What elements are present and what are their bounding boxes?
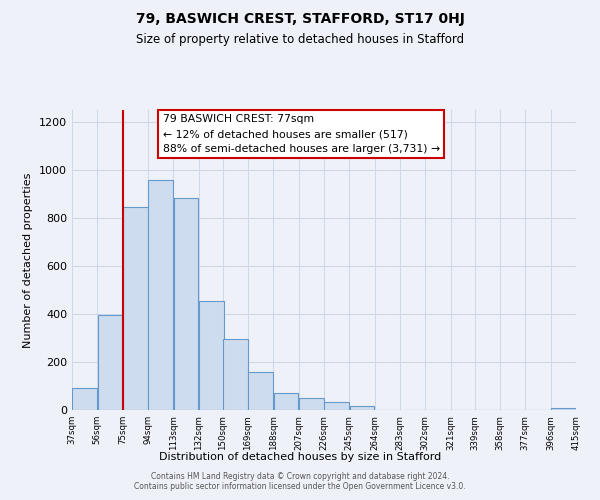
- Bar: [173, 198, 199, 410]
- Bar: [98, 315, 122, 410]
- Bar: [324, 402, 349, 410]
- Bar: [551, 408, 576, 410]
- Bar: [123, 207, 148, 410]
- Text: Contains public sector information licensed under the Open Government Licence v3: Contains public sector information licen…: [134, 482, 466, 491]
- Y-axis label: Number of detached properties: Number of detached properties: [23, 172, 34, 348]
- Text: Size of property relative to detached houses in Stafford: Size of property relative to detached ho…: [136, 32, 464, 46]
- Bar: [148, 180, 173, 410]
- Bar: [72, 388, 97, 410]
- Text: Distribution of detached houses by size in Stafford: Distribution of detached houses by size …: [159, 452, 441, 462]
- Bar: [274, 393, 298, 410]
- Text: 79, BASWICH CREST, STAFFORD, ST17 0HJ: 79, BASWICH CREST, STAFFORD, ST17 0HJ: [136, 12, 464, 26]
- Bar: [248, 372, 273, 410]
- Text: Contains HM Land Registry data © Crown copyright and database right 2024.: Contains HM Land Registry data © Crown c…: [151, 472, 449, 481]
- Bar: [199, 301, 224, 410]
- Bar: [299, 398, 324, 410]
- Bar: [350, 406, 374, 410]
- Text: 79 BASWICH CREST: 77sqm
← 12% of detached houses are smaller (517)
88% of semi-d: 79 BASWICH CREST: 77sqm ← 12% of detache…: [163, 114, 440, 154]
- Bar: [223, 339, 248, 410]
